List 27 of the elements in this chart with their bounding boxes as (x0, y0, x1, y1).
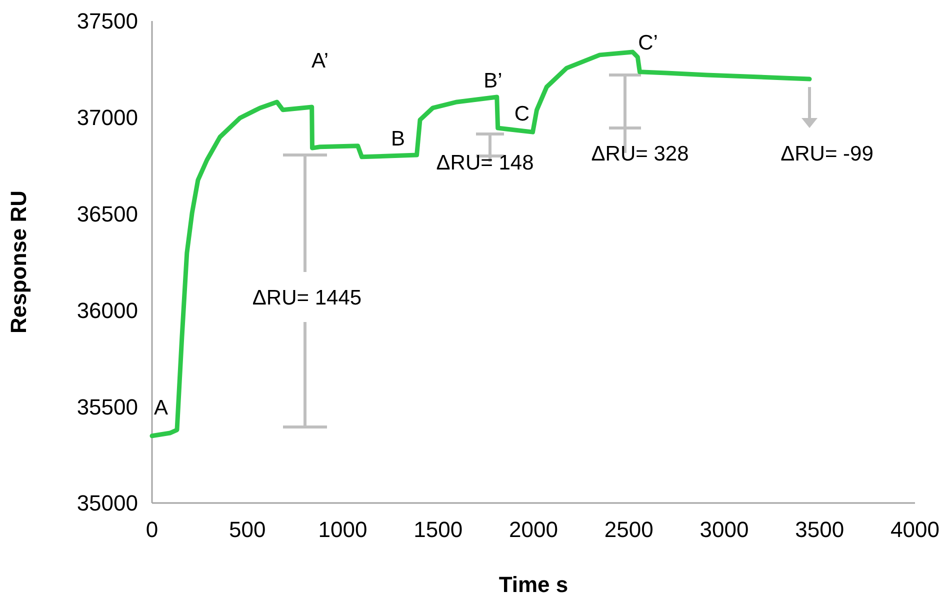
x-axis-title: Time s (498, 572, 568, 597)
x-tick-label: 1500 (414, 517, 463, 542)
annotation: A’ (311, 49, 329, 72)
x-tick-label: 500 (229, 517, 266, 542)
y-tick-label: 36000 (76, 298, 138, 323)
annotation: ΔRU= 328 (591, 142, 689, 166)
annotation: ΔRU= 1445 (252, 286, 362, 310)
x-tick-label: 4000 (890, 517, 940, 542)
annotation: ΔRU= 148 (436, 151, 534, 174)
x-tick-label: 2000 (509, 517, 558, 542)
x-tick-label: 2500 (604, 517, 654, 542)
x-tick-label: 3000 (700, 517, 749, 542)
annotation: A (154, 396, 168, 420)
annotation: ΔRU= -99 (780, 142, 874, 166)
y-tick-label: 36500 (76, 202, 138, 226)
x-tick-label: 0 (146, 517, 158, 542)
annotation: C’ (638, 31, 658, 54)
y-tick-label: 35500 (76, 394, 138, 420)
annotation: B’ (484, 69, 502, 92)
annotation: C (514, 102, 530, 126)
y-tick-label: 37500 (76, 8, 138, 34)
x-tick-label: 3500 (795, 517, 844, 542)
y-tick-label: 35000 (76, 490, 138, 516)
y-axis-title: Response RU (6, 190, 31, 334)
annotation: B (390, 127, 406, 150)
x-tick-label: 1000 (318, 517, 368, 542)
y-tick-label: 37000 (76, 105, 138, 130)
